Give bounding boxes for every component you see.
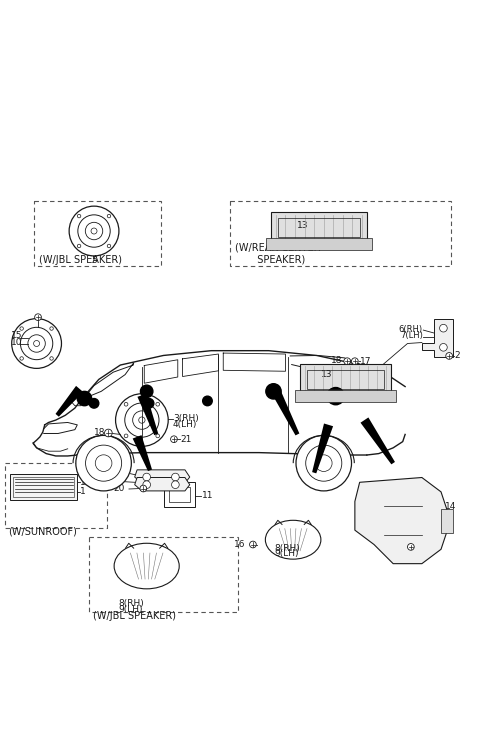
Circle shape [351,358,358,364]
Polygon shape [312,422,337,474]
Circle shape [50,357,53,360]
Bar [13,477,74,497]
Circle shape [124,403,128,406]
Text: 11: 11 [202,491,213,500]
Text: 4(LH): 4(LH) [173,421,197,429]
Circle shape [306,445,342,481]
Text: 15: 15 [11,331,23,340]
Circle shape [171,481,179,489]
Circle shape [107,214,111,218]
Text: 6(RH): 6(RH) [399,325,423,333]
Text: 14: 14 [445,501,456,510]
Text: 9(LH): 9(LH) [118,605,143,615]
Text: (W/REAR CENTER
  SPEAKER): (W/REAR CENTER SPEAKER) [235,242,321,265]
Circle shape [124,434,128,438]
Bar [89,538,238,611]
Circle shape [107,244,111,248]
Circle shape [77,214,81,218]
Bar [278,218,360,238]
Polygon shape [267,387,300,435]
Circle shape [105,429,112,437]
Circle shape [89,399,99,408]
Text: 8(RH): 8(RH) [118,599,144,608]
Circle shape [171,474,179,481]
Circle shape [143,481,151,489]
Circle shape [266,384,281,399]
Polygon shape [135,470,190,483]
Bar [230,201,451,266]
Circle shape [85,445,121,481]
Circle shape [20,357,24,360]
Text: 12: 12 [113,469,124,478]
Text: 2: 2 [454,351,459,360]
Polygon shape [133,392,158,435]
Polygon shape [422,319,453,357]
Polygon shape [128,434,152,471]
Circle shape [50,326,53,330]
Polygon shape [56,383,87,417]
Bar [34,201,161,266]
Text: 9(LH): 9(LH) [275,550,299,559]
Text: 10: 10 [11,338,23,347]
Circle shape [408,544,414,550]
Circle shape [440,344,447,351]
Text: 19: 19 [411,545,423,555]
Circle shape [95,455,112,471]
Polygon shape [355,477,451,564]
Text: 7(LH): 7(LH) [400,331,423,340]
Bar [168,487,190,502]
Circle shape [143,474,151,481]
Circle shape [203,396,212,406]
Bar [300,364,391,395]
Polygon shape [135,477,190,491]
Circle shape [440,324,447,332]
Text: 17: 17 [360,357,371,366]
Text: 1: 1 [113,477,119,486]
Text: 8(RH): 8(RH) [275,544,300,553]
Text: 18: 18 [94,428,105,437]
Circle shape [446,353,453,360]
Text: 5: 5 [91,256,97,265]
Bar [10,474,77,500]
Circle shape [76,435,132,491]
Bar [164,483,194,507]
Circle shape [156,434,159,438]
Text: 1: 1 [80,487,85,496]
Bar [266,238,372,250]
Text: 18: 18 [331,356,342,365]
Text: 13: 13 [297,221,308,230]
Circle shape [250,541,256,548]
Bar [441,509,453,532]
Text: (W/JBL SPEAKER): (W/JBL SPEAKER) [39,255,122,265]
Text: 13: 13 [322,370,333,379]
Bar [4,463,108,528]
Circle shape [327,388,344,405]
Text: 3(RH): 3(RH) [173,414,199,423]
Circle shape [344,358,350,364]
Text: 20: 20 [113,485,124,494]
Circle shape [35,314,41,320]
Circle shape [315,455,332,471]
Bar [307,369,384,389]
Circle shape [77,391,92,406]
Text: 21: 21 [180,435,192,443]
Text: (W/JBL SPEAKER): (W/JBL SPEAKER) [93,611,176,621]
Circle shape [296,435,351,491]
Polygon shape [357,415,395,464]
Text: 16: 16 [234,541,245,550]
Circle shape [140,485,147,492]
Text: 12: 12 [80,478,91,487]
Bar [295,390,396,402]
Circle shape [144,399,154,408]
Circle shape [156,403,159,406]
Circle shape [141,385,153,397]
Bar [271,212,367,244]
Circle shape [20,326,24,330]
Circle shape [77,244,81,248]
Circle shape [170,436,177,443]
Text: (W/SUNROOF): (W/SUNROOF) [8,526,77,536]
